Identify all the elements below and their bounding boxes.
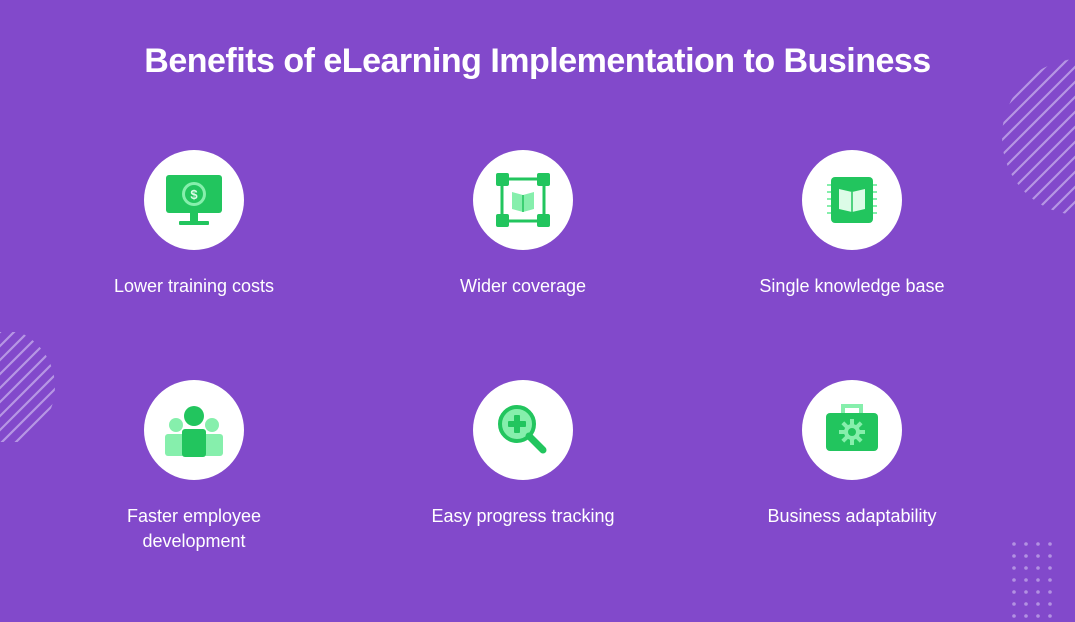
icon-circle xyxy=(473,380,573,480)
benefit-business-adaptability: Business adaptability xyxy=(722,380,982,529)
benefit-label: Single knowledge base xyxy=(759,276,945,296)
dot-grid-pattern xyxy=(1012,542,1052,618)
icon-circle xyxy=(144,380,244,480)
stripe-pattern-top-right xyxy=(1002,59,1075,215)
magnifier-plus-icon xyxy=(498,405,547,454)
benefit-label: Easy progress tracking xyxy=(431,506,615,526)
page-title: Benefits of eLearning Implementation to … xyxy=(144,42,931,80)
benefit-label: Business adaptability xyxy=(767,506,937,526)
benefit-wider-coverage: Wider coverage xyxy=(393,150,653,299)
book-icon xyxy=(827,177,877,223)
briefcase-gear-icon xyxy=(826,404,878,451)
svg-text:$: $ xyxy=(190,187,198,202)
benefit-label: Wider coverage xyxy=(459,276,587,296)
stripe-pattern-left xyxy=(0,332,55,442)
benefit-single-knowledge-base: Single knowledge base xyxy=(722,150,982,299)
benefit-faster-employee-development: Faster employee development xyxy=(64,380,324,554)
monitor-dollar-icon: $ xyxy=(166,175,222,225)
icon-circle xyxy=(802,380,902,480)
team-icon xyxy=(165,406,223,457)
network-book-icon xyxy=(496,173,550,227)
icon-circle xyxy=(802,150,902,250)
icon-circle xyxy=(473,150,573,250)
benefit-label: Faster employee development xyxy=(126,506,262,551)
benefit-easy-progress-tracking: Easy progress tracking xyxy=(393,380,653,529)
benefit-label: Lower training costs xyxy=(113,276,275,296)
icon-circle: $ xyxy=(144,150,244,250)
benefit-lower-training-costs: $ Lower training costs xyxy=(64,150,324,299)
